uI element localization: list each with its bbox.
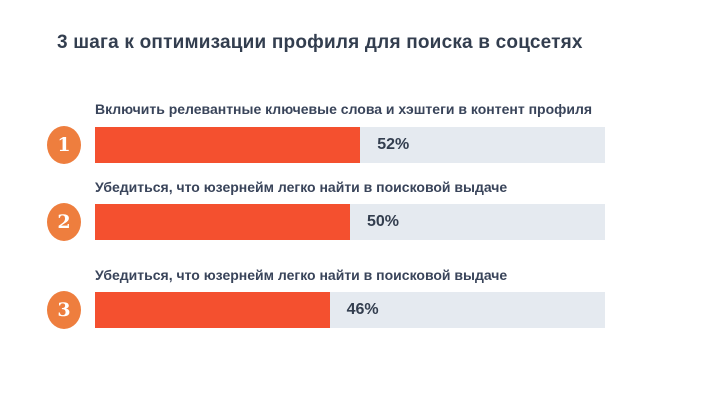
bar-track: 50% [95,204,605,240]
step-number-text: 2 [57,211,71,233]
bar-row: 2 50% [47,203,605,241]
bar-label-1: Включить релевантные ключевые слова и хэ… [95,101,593,117]
step-number-badge: 1 [47,126,81,164]
page-title: 3 шага к оптимизации профиля для поиска … [57,32,583,53]
step-number-badge: 3 [47,291,81,329]
bar-value-label: 46% [346,301,379,318]
bar-value-label: 52% [377,136,410,153]
bar-row: 1 52% [47,126,605,164]
step-number-text: 3 [57,299,71,321]
bar-label-2: Убедиться, что юзернейм легко найти в по… [95,179,508,195]
bar-row: 3 46% [47,291,605,329]
bar-track: 52% [95,127,605,163]
step-number-badge: 2 [47,203,81,241]
step-number-text: 1 [57,134,71,156]
bar-label-3: Убедиться, что юзернейм легко найти в по… [95,267,508,283]
bar-fill [95,292,330,328]
bar-fill [95,204,350,240]
bar-track: 46% [95,292,605,328]
bar-value-label: 50% [367,213,400,230]
bar-fill [95,127,361,163]
